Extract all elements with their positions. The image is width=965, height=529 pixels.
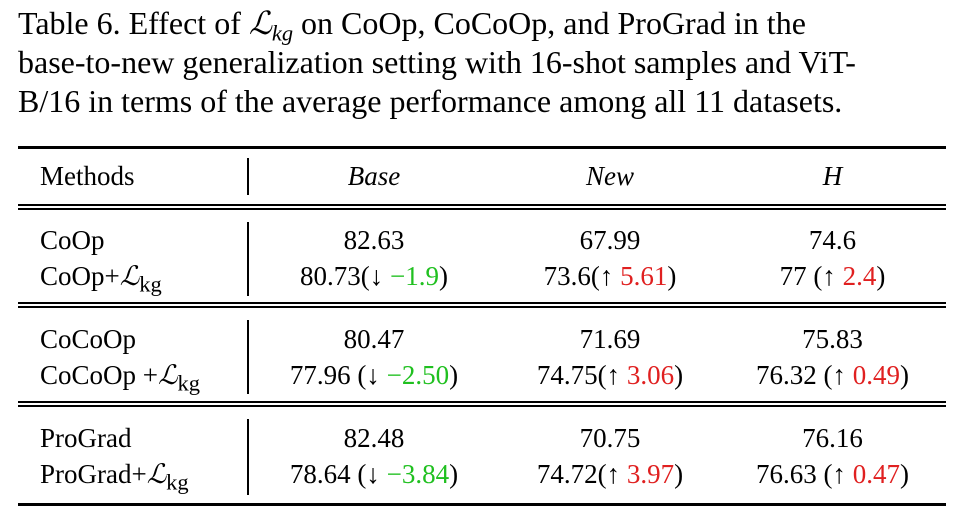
loss-symbol: ℒ [119,261,140,292]
table-bottom-rule [18,503,946,506]
row-coop-kg-h: 77 (↑ 2.4) [779,261,886,291]
header-methods: Methods [40,161,135,191]
loss-subscript: kg [166,469,189,495]
row-prograd-kg-method: ProGrad+ℒkg [40,459,189,495]
decrease-delta: −1.9 [390,261,439,291]
decrease-delta: −3.84 [386,459,450,489]
row-prograd-new: 70.75 [579,423,641,453]
row-cocoop-kg-method: CoCoOp +ℒkg [40,360,200,396]
row-prograd-kg-base: 78.64 (↓ −3.84) [289,459,459,489]
row-cocoop-kg-base: 77.96 (↓ −2.50) [289,360,459,390]
caption-line3: B/16 in terms of the average performance… [18,83,843,119]
table-top-rule [18,146,946,149]
caption-line2: base-to-new generalization setting with … [18,44,856,80]
header-vertical-rule [247,158,249,195]
group2-double-rule [18,401,946,407]
row-coop-base: 82.63 [343,225,405,255]
loss-subscript: kg [177,370,200,396]
row-prograd-base: 82.48 [343,423,405,453]
row-prograd-method: ProGrad [40,423,132,453]
group1-vertical-rule [247,222,249,296]
group1-double-rule [18,302,946,308]
row-cocoop-new: 71.69 [579,324,641,354]
loss-symbol: ℒ [146,459,167,490]
decrease-delta: −2.50 [386,360,450,390]
loss-symbol: ℒ [248,4,272,42]
row-cocoop-kg-new: 74.75(↑ 3.06) [536,360,684,390]
increase-delta: 0.49 [852,360,900,390]
increase-delta: 2.4 [842,261,877,291]
header-new: New [585,161,634,191]
loss-symbol: ℒ [158,360,178,391]
caption-line1-rest: on CoOp, CoCoOp, and ProGrad in the [293,5,806,41]
row-prograd-kg-h: 76.63 (↑ 0.47) [756,459,909,489]
group3-vertical-rule [247,419,249,495]
increase-delta: 5.61 [620,261,668,291]
header-double-rule [18,204,946,210]
row-coop-kg-base: 80.73(↓ −1.9) [300,261,448,291]
header-base: Base [347,161,401,191]
row-coop-h: 74.6 [808,225,857,255]
row-cocoop-base: 80.47 [343,324,405,354]
header-h: H [822,161,843,191]
row-coop-kg-new: 73.6(↑ 5.61) [543,261,677,291]
row-cocoop-h: 75.83 [802,324,863,354]
loss-subscript: kg [271,20,294,46]
row-cocoop-method: CoCoOp [40,324,137,354]
row-prograd-kg-new: 74.72(↑ 3.97) [536,459,684,489]
row-coop-new: 67.99 [579,225,641,255]
loss-subscript: kg [139,271,162,297]
group2-vertical-rule [247,320,249,394]
row-cocoop-kg-h: 76.32 (↑ 0.49) [756,360,909,390]
caption-prefix: Table 6. Effect of [18,5,249,41]
table-caption: Table 6. Effect of ℒkg on CoOp, CoCoOp, … [18,4,948,121]
row-coop-kg-method: CoOp+ℒkg [40,261,162,297]
increase-delta: 0.47 [852,459,900,489]
row-prograd-h: 76.16 [802,423,863,453]
increase-delta: 3.06 [626,360,675,390]
increase-delta: 3.97 [626,459,675,489]
row-coop-method: CoOp [40,225,105,255]
